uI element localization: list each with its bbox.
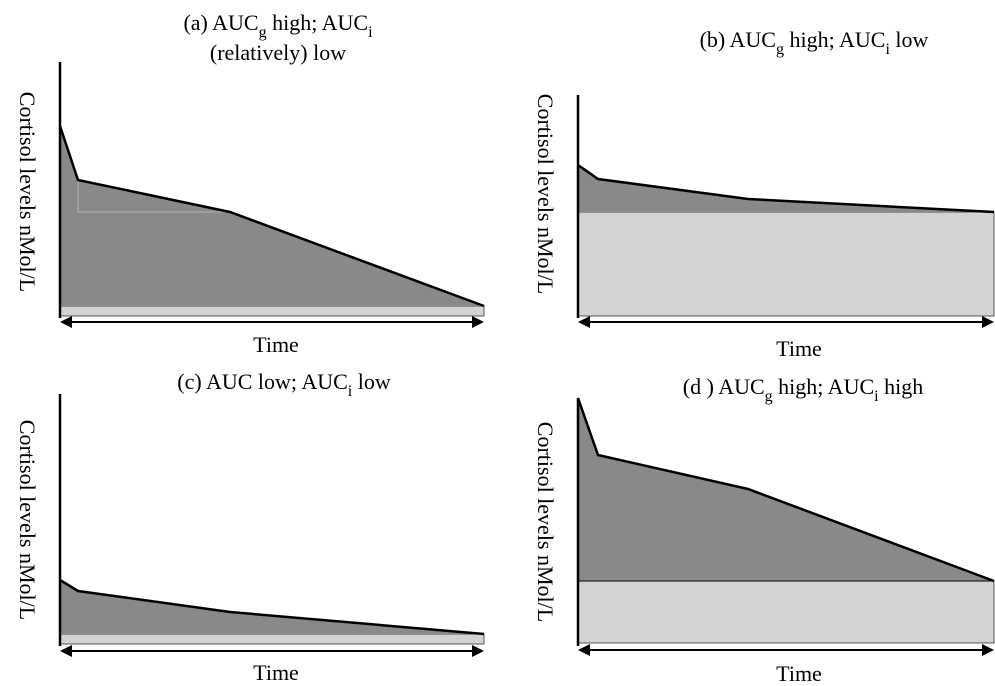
panel-b: (b) AUCg high; AUCi low Time Cortisol le… (533, 27, 994, 361)
panel-d-arrowhead-right (982, 644, 994, 656)
panel-b-arrowhead-right (982, 316, 994, 328)
panel-c-auc-i-area (60, 580, 484, 634)
panel-a-y-label: Cortisol levels nMol/L (15, 92, 40, 292)
panel-b-x-label: Time (776, 336, 822, 361)
panel-d-auc-i-area (578, 398, 994, 581)
panel-d-x-label: Time (776, 661, 822, 686)
panel-a-title-line1: (a) AUCg high; AUCi (183, 10, 373, 41)
panel-c-arrowhead-left (60, 645, 72, 657)
panel-d-auc-g-baseline (578, 581, 994, 643)
panel-d-title: (d ) AUCg high; AUCi high (683, 374, 923, 405)
panel-d-arrowhead-left (578, 644, 590, 656)
panel-b-auc-i-area (578, 165, 994, 212)
panel-c-title: (c) AUC low; AUCi low (177, 369, 391, 400)
panel-c-y-label: Cortisol levels nMol/L (15, 420, 40, 620)
panel-d: (d ) AUCg high; AUCi high Time Cortisol … (533, 374, 994, 686)
panel-a-x-label: Time (253, 332, 299, 357)
panel-a-auc-g-baseline (60, 306, 484, 316)
panel-b-arrowhead-left (578, 316, 590, 328)
panel-a-arrowhead-right (472, 316, 484, 328)
panel-a-arrowhead-left (60, 316, 72, 328)
panel-c-arrowhead-right (472, 645, 484, 657)
panel-c: (c) AUC low; AUCi low Time Cortisol leve… (15, 369, 484, 685)
panel-a-title-line2: (relatively) low (210, 40, 346, 65)
panel-c-x-label: Time (253, 660, 299, 685)
panel-a: (a) AUCg high; AUCi (relatively) low Tim… (15, 10, 484, 357)
panel-d-y-label: Cortisol levels nMol/L (533, 422, 558, 622)
panel-c-auc-g-baseline (60, 634, 484, 644)
panel-b-auc-g-baseline (578, 212, 994, 316)
panel-b-y-label: Cortisol levels nMol/L (533, 94, 558, 294)
panel-a-auc-i-area (60, 126, 484, 306)
panel-b-title: (b) AUCg high; AUCi low (700, 27, 929, 58)
